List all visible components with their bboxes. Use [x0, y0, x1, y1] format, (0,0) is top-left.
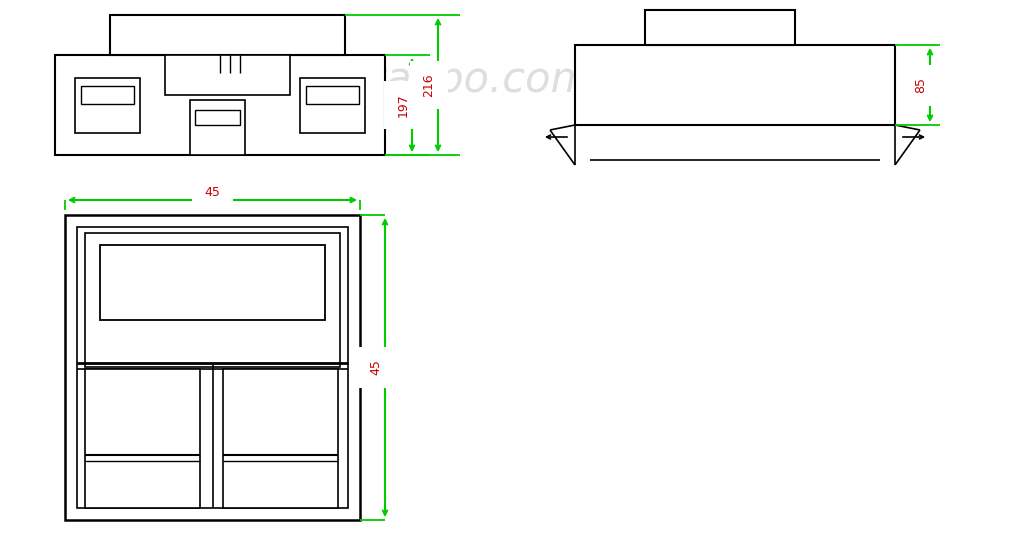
Bar	[75, 78, 140, 133]
Bar	[85, 233, 340, 367]
Bar	[195, 110, 240, 125]
Bar	[190, 100, 245, 155]
Text: 85: 85	[914, 77, 928, 93]
Text: 45: 45	[204, 185, 221, 198]
Bar	[55, 55, 385, 155]
Bar	[165, 55, 290, 95]
Bar	[81, 86, 134, 104]
Bar	[110, 15, 345, 55]
Bar	[300, 78, 365, 133]
Text: @taepo.com: @taepo.com	[328, 59, 592, 101]
Bar	[223, 369, 338, 508]
Text: 45: 45	[369, 360, 382, 375]
Bar	[100, 245, 325, 320]
Text: 216: 216	[422, 73, 435, 97]
Bar	[77, 227, 348, 508]
Bar	[85, 369, 200, 508]
Bar	[575, 45, 895, 125]
Bar	[645, 10, 795, 45]
Bar	[65, 215, 360, 520]
Text: 197: 197	[397, 93, 410, 117]
Bar	[306, 86, 359, 104]
